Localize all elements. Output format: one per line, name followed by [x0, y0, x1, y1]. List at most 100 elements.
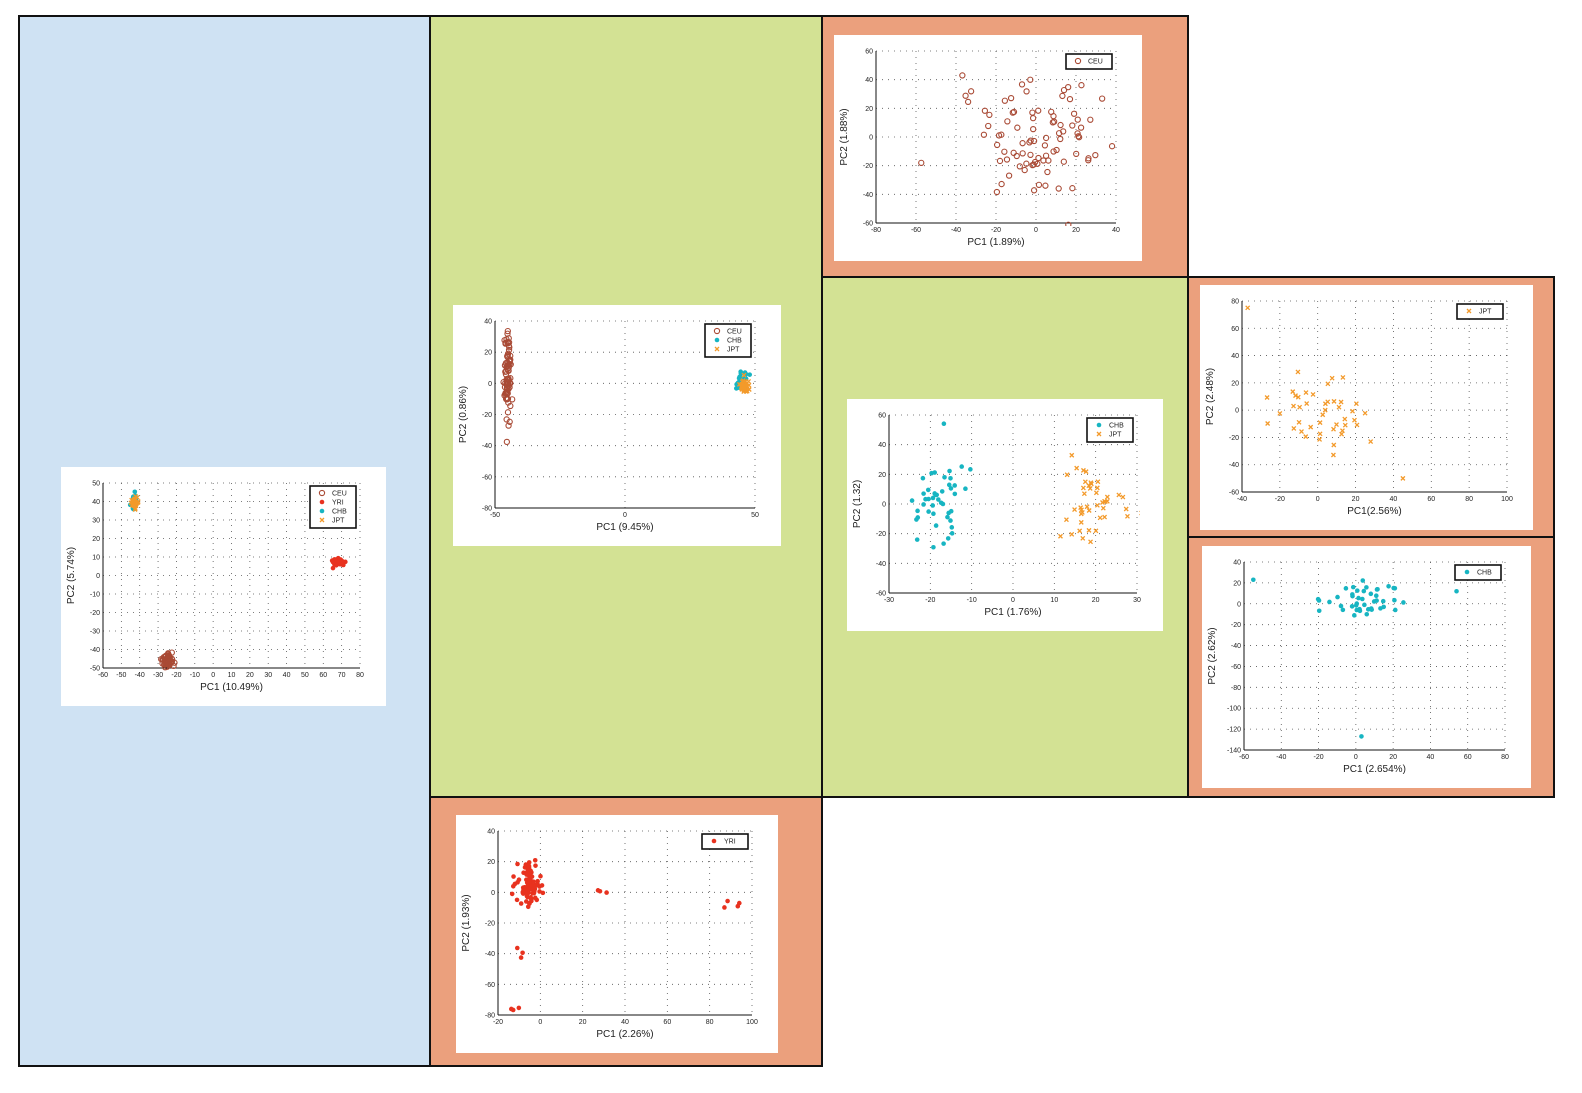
data-point-chb: [1356, 595, 1361, 601]
x-tick-label: -60: [1239, 754, 1249, 761]
data-point-jpt: [1325, 381, 1331, 387]
data-point-chb: [941, 541, 946, 546]
data-point-chb: [945, 536, 951, 541]
data-points: [500, 305, 753, 446]
data-point-ceu: [505, 380, 512, 387]
data-point-jpt: [1093, 490, 1099, 496]
data-point-jpt: [1139, 510, 1140, 516]
data-point-chb: [932, 470, 938, 475]
y-tick-label: -10: [90, 592, 100, 599]
x-tick-label: -60: [98, 672, 108, 679]
data-point-jpt: [1087, 485, 1093, 491]
data-point-jpt: [1317, 431, 1323, 437]
y-tick-label: -20: [863, 163, 873, 170]
x-tick-label: 20: [1352, 496, 1360, 503]
data-point-jpt: [1352, 417, 1357, 423]
legend-label-chb: CHB: [727, 338, 742, 345]
x-tick-label: -10: [967, 597, 977, 604]
x-tick-label: -40: [135, 672, 145, 679]
data-point-jpt: [1325, 399, 1331, 405]
y-tick-label: -50: [90, 666, 100, 673]
data-point-yri: [339, 560, 345, 565]
data-point-ceu: [503, 305, 508, 308]
legend-marker-chb: [1096, 422, 1102, 428]
data-point-chb: [909, 498, 915, 503]
x-axis-label: PC1 (1.76%): [984, 607, 1041, 618]
data-point-chb: [968, 467, 973, 472]
x-tick-label: 60: [1464, 754, 1472, 761]
data-point-ceu: [506, 384, 513, 391]
data-point-ceu: [1030, 125, 1037, 133]
data-point-ceu: [1040, 157, 1047, 164]
data-point-chb: [941, 421, 947, 427]
data-point-ceu: [1001, 148, 1008, 155]
data-point-jpt: [1340, 374, 1346, 380]
data-point-chb: [936, 497, 941, 502]
y-tick-label: -20: [1229, 435, 1239, 442]
data-point-jpt: [1304, 401, 1310, 407]
data-point-ceu: [1044, 168, 1051, 176]
data-points: [1251, 577, 1459, 739]
data-point-jpt: [1339, 428, 1345, 434]
x-tick-label: 80: [1501, 754, 1509, 761]
scatter-svg-chb-vs-jpt: -30 -20 -10 0 10 20 30 -60 -40 -20 0 20 40 60 PC1 (1.7…: [852, 413, 1141, 619]
data-point-yri: [510, 883, 516, 889]
data-point-ceu: [1069, 122, 1076, 129]
data-point-jpt: [131, 498, 137, 504]
data-point-ceu: [1042, 152, 1050, 159]
data-point-ceu: [504, 409, 512, 416]
data-point-ceu: [1034, 160, 1041, 167]
data-point-ceu: [1085, 155, 1092, 162]
data-point-jpt: [1264, 395, 1270, 400]
data-point-chb: [1327, 599, 1332, 605]
data-point-ceu: [1027, 137, 1034, 144]
data-point-yri: [509, 891, 515, 897]
data-point-ceu: [962, 92, 969, 99]
data-point-jpt: [1353, 401, 1359, 407]
data-point-ceu: [1057, 121, 1064, 129]
data-point-chb: [1316, 598, 1322, 603]
data-point-jpt: [1291, 425, 1297, 431]
x-tick-label: -10: [190, 672, 200, 679]
data-point-chb: [1352, 613, 1357, 618]
data-point-chb: [1349, 604, 1355, 609]
data-point-yri: [523, 862, 529, 867]
data-point-ceu: [993, 141, 1001, 149]
legend-label-chb: CHB: [332, 509, 347, 516]
y-tick-label: 10: [92, 555, 100, 562]
legend-label-chb: CHB: [1109, 423, 1124, 430]
data-point-ceu: [1019, 150, 1026, 157]
scatter-svg-all: -60 -50 -40 -30 -20 -10 0 10 20 30 40 50 60 70 80-50-4…: [66, 481, 364, 694]
data-point-jpt: [1296, 419, 1302, 425]
data-point-chb: [933, 523, 939, 528]
data-point-jpt: [1331, 426, 1336, 432]
data-point-jpt: [1342, 416, 1348, 422]
data-point-ceu: [502, 339, 509, 346]
y-tick-label: -60: [1229, 490, 1239, 497]
data-point-ceu: [509, 396, 516, 403]
data-point-ceu: [1069, 185, 1076, 192]
data-point-jpt: [1083, 469, 1089, 475]
data-point-ceu: [1129, 133, 1134, 138]
data-point-ceu: [1029, 115, 1037, 122]
data-point-ceu: [502, 368, 510, 375]
data-point-yri: [518, 901, 524, 906]
legend: JPT: [1456, 303, 1504, 320]
x-tick-label: -60: [911, 227, 921, 234]
legend-label-jpt: JPT: [332, 518, 345, 525]
y-tick-label: 20: [865, 106, 873, 113]
data-point-jpt: [1339, 431, 1345, 437]
scatter-plot-jpt: -40 -20 0 20 40 60 80 100 -60 -40 -20 0 20 40 60 80 PC1(…: [1200, 285, 1533, 530]
data-point-ceu: [501, 383, 509, 391]
x-tick-label: -20: [1275, 496, 1285, 503]
y-tick-label: -20: [482, 412, 492, 419]
legend-label-ceu: CEU: [332, 491, 347, 498]
data-point-jpt: [1299, 429, 1304, 435]
x-tick-label: -20: [493, 1019, 503, 1026]
data-point-jpt: [741, 372, 747, 378]
data-point-chb: [952, 491, 958, 497]
y-tick-label: 40: [92, 499, 100, 506]
data-point-yri: [524, 872, 529, 877]
y-axis-label: PC2 (2.62%): [1207, 627, 1218, 684]
legend-label-jpt: JPT: [1109, 432, 1122, 439]
